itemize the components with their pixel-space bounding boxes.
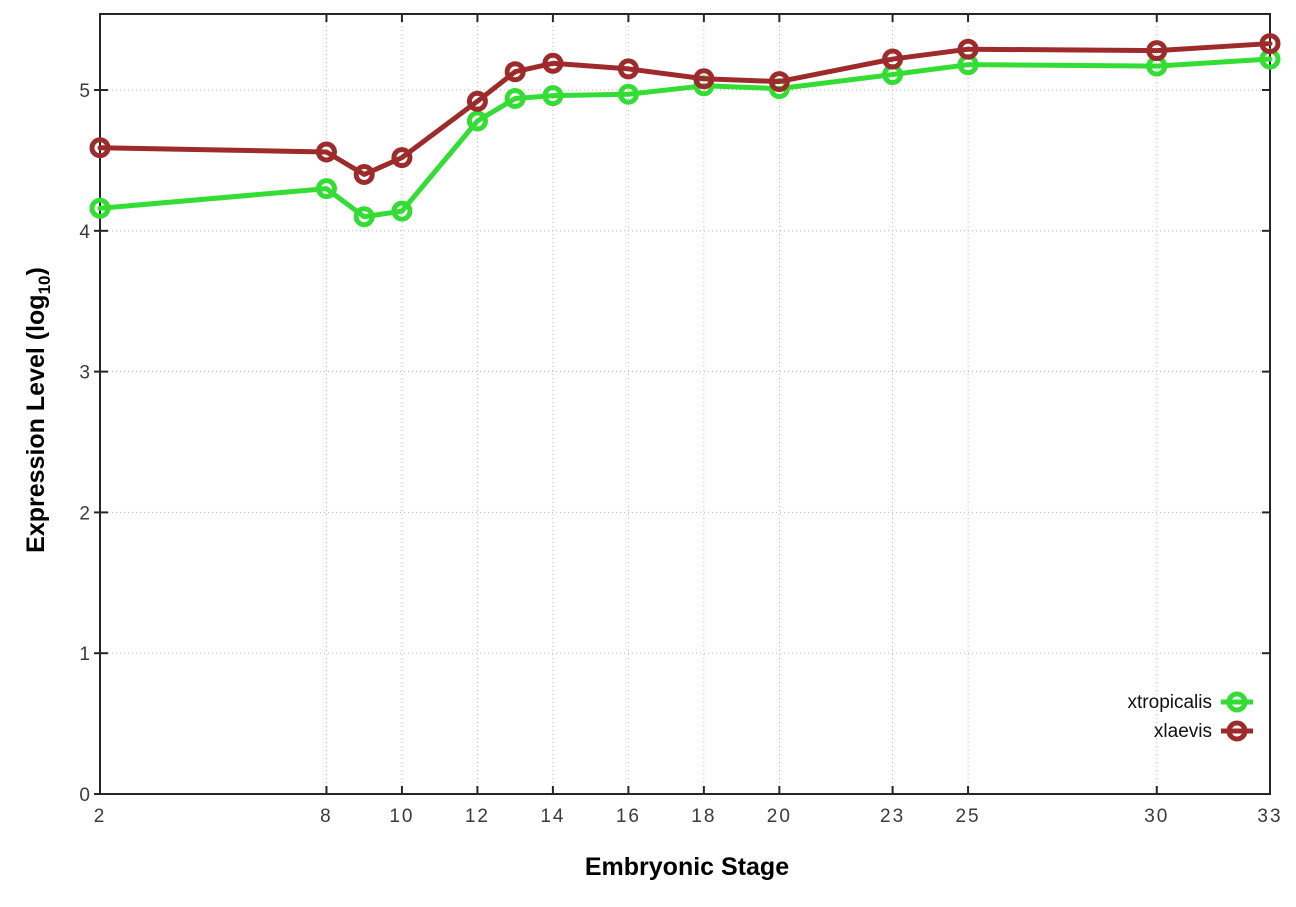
x-tick-label: 18 (691, 806, 716, 827)
x-tick-label: 12 (465, 806, 490, 827)
legend-label-xtropicalis: xtropicalis (1128, 692, 1212, 713)
data-point-xlaevis-stage-14 (542, 52, 564, 74)
x-tick-label: 14 (540, 806, 565, 827)
data-point-xtropicalis-stage-13 (504, 87, 526, 109)
y-tick-label: 5 (79, 81, 90, 102)
data-point-xtropicalis-stage-2 (89, 197, 111, 219)
x-tick-label: 25 (955, 806, 980, 827)
legend-label-xlaevis: xlaevis (1154, 721, 1212, 742)
data-point-xtropicalis-stage-9 (353, 206, 375, 228)
x-tick-label: 16 (616, 806, 641, 827)
data-point-xtropicalis-stage-16 (617, 83, 639, 105)
data-point-xlaevis-stage-10 (391, 147, 413, 169)
data-point-xlaevis-stage-18 (693, 68, 715, 90)
y-tick-label: 1 (79, 644, 90, 665)
y-axis-title-subscript: 10 (35, 275, 54, 294)
data-point-xlaevis-stage-25 (957, 38, 979, 60)
data-point-xlaevis-stage-13 (504, 61, 526, 83)
legend-marker-xlaevis (1226, 720, 1248, 742)
data-point-xtropicalis-stage-14 (542, 85, 564, 107)
x-tick-label: 2 (94, 806, 107, 827)
data-point-xlaevis-stage-9 (353, 164, 375, 186)
data-point-xlaevis-stage-8 (315, 141, 337, 163)
legend-marker-xtropicalis (1226, 691, 1248, 713)
y-axis-title: Expression Level (log10) (22, 267, 54, 553)
x-tick-label: 8 (320, 806, 333, 827)
data-point-xlaevis-stage-33 (1259, 33, 1281, 55)
x-tick-label: 10 (389, 806, 414, 827)
y-tick-label: 2 (79, 503, 90, 524)
data-point-xtropicalis-stage-8 (315, 178, 337, 200)
x-tick-label: 23 (880, 806, 905, 827)
data-point-xlaevis-stage-12 (466, 90, 488, 112)
data-point-xlaevis-stage-30 (1146, 40, 1168, 62)
x-tick-label: 33 (1257, 806, 1282, 827)
data-point-xlaevis-stage-20 (768, 71, 790, 93)
y-axis-title-main: Expression Level (log (22, 294, 50, 552)
data-point-xlaevis-stage-2 (89, 137, 111, 159)
x-tick-label: 20 (767, 806, 792, 827)
y-axis-title-close: ) (22, 267, 50, 275)
x-axis-title: Embryonic Stage (585, 853, 789, 881)
x-tick-label: 30 (1144, 806, 1169, 827)
y-tick-label: 4 (79, 222, 90, 243)
data-point-xtropicalis-stage-12 (466, 110, 488, 132)
y-tick-label: 3 (79, 363, 90, 384)
data-point-xlaevis-stage-16 (617, 58, 639, 80)
data-point-xlaevis-stage-23 (882, 48, 904, 70)
y-tick-label: 0 (79, 785, 90, 806)
plot-border (99, 13, 1271, 795)
data-point-xtropicalis-stage-10 (391, 200, 413, 222)
